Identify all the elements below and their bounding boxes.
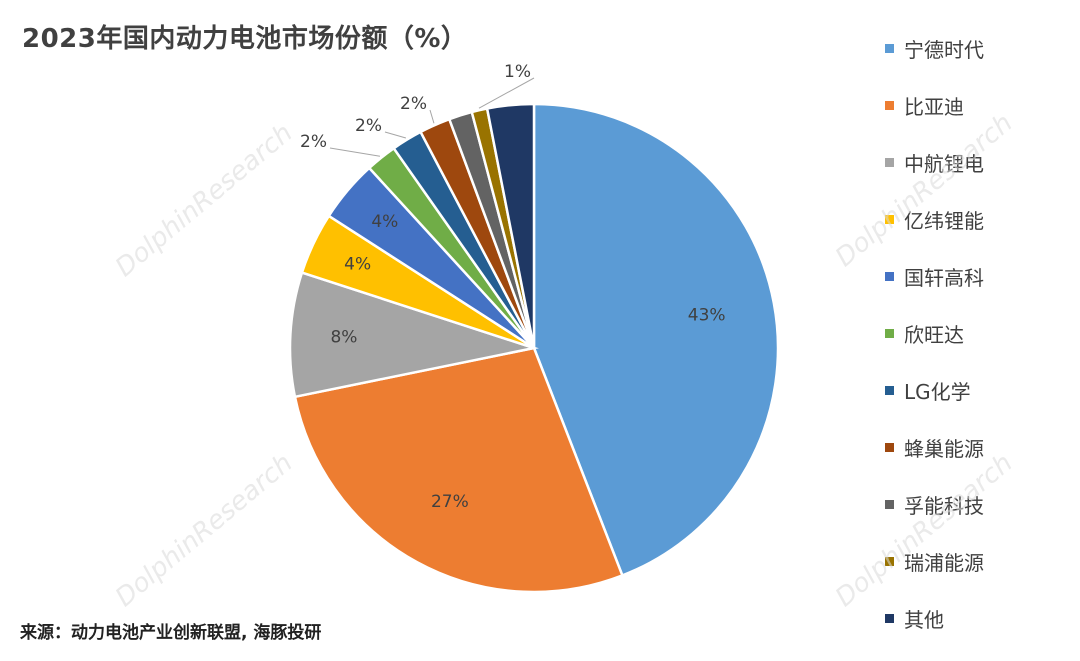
data-label: 4%	[371, 212, 398, 232]
legend-item: 其他	[885, 604, 1075, 632]
chart-title: 2023年国内动力电池市场份额（%）	[22, 24, 468, 54]
legend-label: 比亚迪	[904, 94, 964, 119]
data-label: 4%	[344, 254, 371, 274]
legend-label: 瑞浦能源	[904, 550, 984, 575]
legend-swatch	[885, 328, 894, 338]
pie-slice	[293, 346, 624, 594]
pie-slice	[485, 102, 536, 349]
legend-swatch	[885, 442, 894, 452]
legend-swatch	[885, 157, 894, 167]
legend-label: 中航锂电	[904, 151, 984, 176]
legend-item: 蜂巢能源	[885, 433, 1075, 461]
legend-item: 亿纬锂能	[885, 205, 1075, 233]
data-label: 27%	[431, 492, 469, 512]
pie-slice	[532, 102, 780, 578]
legend-label: 国轩高科	[904, 265, 984, 290]
data-label: 1%	[504, 62, 531, 82]
legend-label: 宁德时代	[904, 37, 984, 62]
legend-swatch	[885, 556, 894, 566]
legend-swatch	[885, 385, 894, 395]
pie-slice	[288, 271, 539, 399]
data-label: 2%	[355, 116, 382, 136]
legend-item: 宁德时代	[885, 34, 1075, 62]
legend-item: 比亚迪	[885, 91, 1075, 119]
data-label: 2%	[400, 94, 427, 114]
chart-legend: 宁德时代比亚迪中航锂电亿纬锂能国轩高科欣旺达 LG化学蜂巢能源孚能科技瑞浦能源其他	[885, 34, 1075, 661]
legend-label: 亿纬锂能	[904, 208, 984, 233]
legend-item: 欣旺达	[885, 319, 1075, 347]
legend-label: 蜂巢能源	[904, 436, 984, 461]
legend-swatch	[885, 271, 894, 281]
legend-label: 欣旺达	[904, 322, 964, 347]
legend-item: 瑞浦能源	[885, 547, 1075, 575]
legend-label: 其他	[904, 607, 944, 632]
data-label: 2%	[300, 132, 327, 152]
leader-line	[429, 109, 435, 124]
pie-chart: 43% 27% 8% 4% 4% 2% 2% 2% 1%	[288, 62, 780, 594]
legend-item: LG化学	[885, 376, 1075, 404]
legend-item: 中航锂电	[885, 148, 1075, 176]
legend-label: LG化学	[904, 379, 971, 404]
leader-line	[384, 131, 407, 139]
source-note: 来源：动力电池产业创新联盟, 海豚投研	[20, 623, 322, 643]
legend-swatch	[885, 100, 894, 110]
legend-swatch	[885, 613, 894, 623]
leader-line	[478, 77, 535, 109]
legend-swatch	[885, 499, 894, 509]
legend-label: 孚能科技	[904, 493, 984, 518]
data-label: 43%	[688, 306, 726, 326]
data-label: 8%	[330, 327, 357, 347]
legend-item: 国轩高科	[885, 262, 1075, 290]
legend-swatch	[885, 43, 894, 53]
legend-swatch	[885, 214, 894, 224]
leader-line	[329, 147, 381, 157]
legend-item: 孚能科技	[885, 490, 1075, 518]
